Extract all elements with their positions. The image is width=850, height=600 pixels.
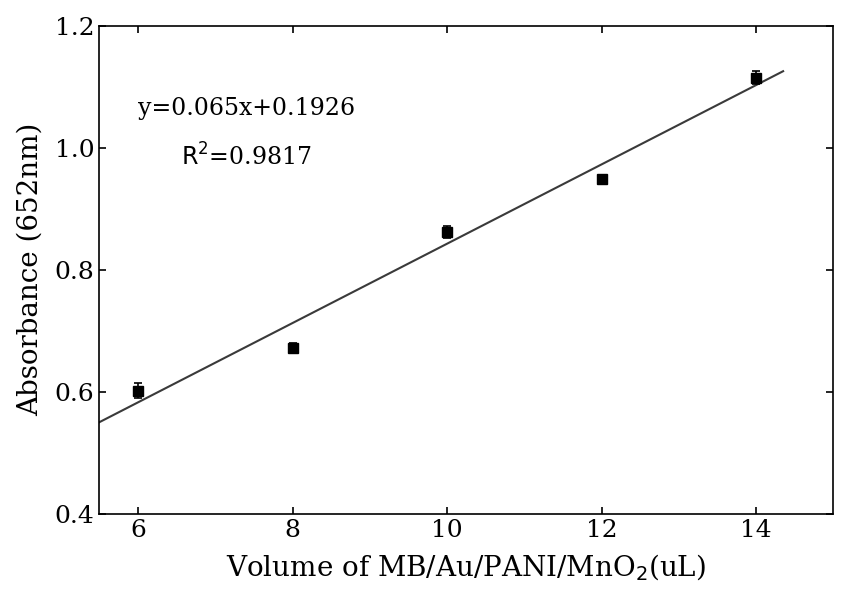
X-axis label: Volume of MB/Au/PANI/MnO$_2$(uL): Volume of MB/Au/PANI/MnO$_2$(uL) xyxy=(226,553,706,583)
Text: y=0.065x+0.1926: y=0.065x+0.1926 xyxy=(138,97,354,120)
Text: $\mathrm{R}^2$=0.9817: $\mathrm{R}^2$=0.9817 xyxy=(181,144,311,171)
Y-axis label: Absorbance (652nm): Absorbance (652nm) xyxy=(17,123,43,416)
